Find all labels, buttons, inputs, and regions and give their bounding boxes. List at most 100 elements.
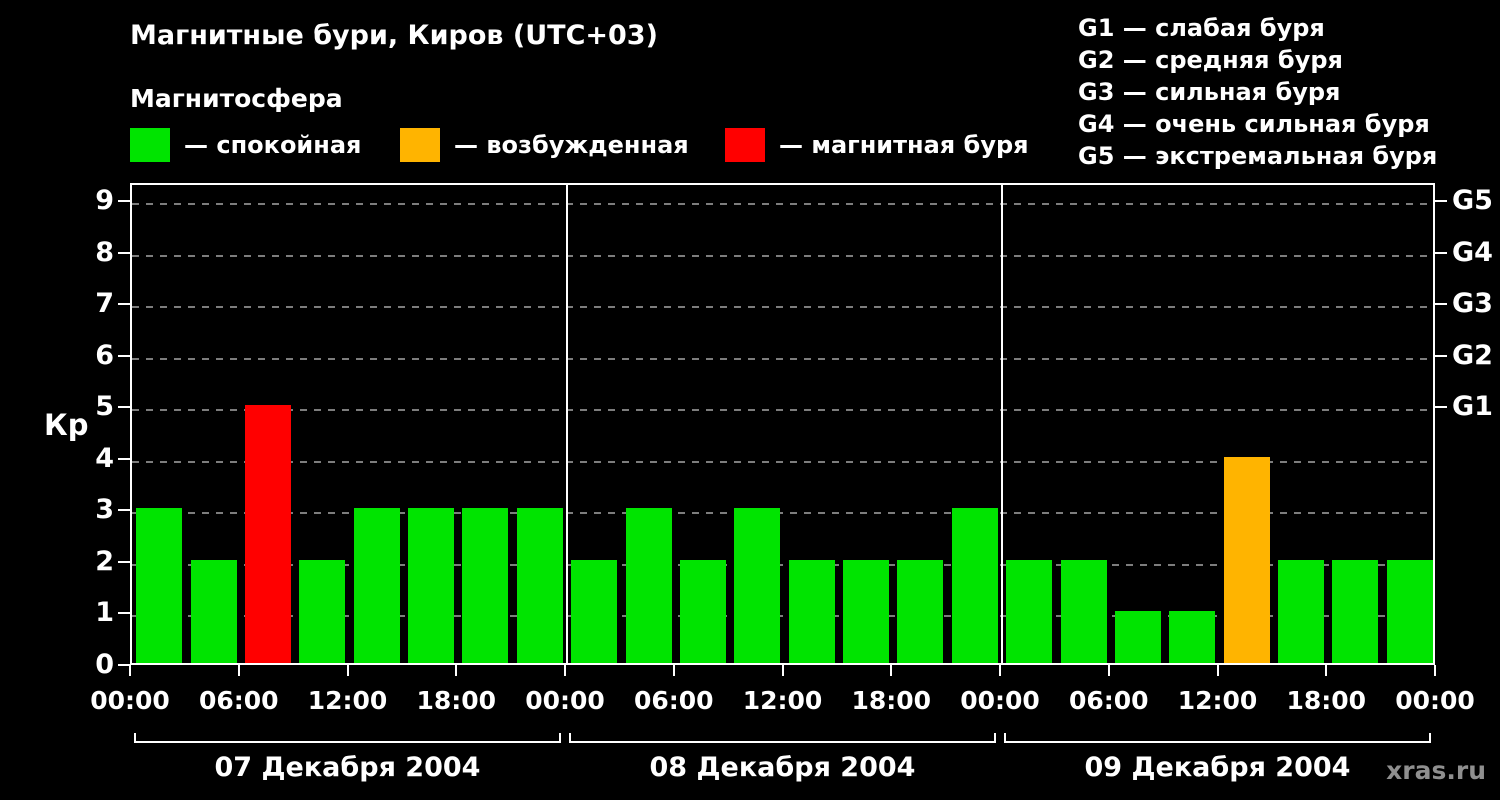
g-scale-label: G3 (1452, 288, 1493, 320)
gridline-kp-2 (132, 563, 1433, 566)
storm-scale-g5: G5 — экстремальная буря (1078, 142, 1438, 170)
kp-bar (571, 559, 618, 663)
day-bracket-cap (994, 733, 996, 743)
x-tick-label: 12:00 (1177, 686, 1258, 715)
g-axis-tick (1435, 251, 1447, 254)
x-tick-label: 06:00 (1068, 686, 1149, 715)
x-axis-tick (564, 665, 566, 676)
storm-scale-g2: G2 — средняя буря (1078, 46, 1343, 74)
kp-bar (353, 508, 400, 663)
legend-item-quiet: — спокойная (130, 128, 361, 162)
kp-bar (516, 508, 563, 663)
gridline-kp-4 (132, 460, 1433, 463)
gridline-kp-1 (132, 615, 1433, 618)
day-separator (566, 185, 568, 663)
x-axis-tick (455, 665, 458, 676)
g-axis-tick (1435, 303, 1447, 306)
kp-bar (788, 559, 835, 663)
kp-bar (734, 508, 781, 663)
y-axis-tick (118, 354, 130, 357)
y-tick-label: 9 (95, 185, 114, 217)
watermark: xras.ru (1386, 756, 1486, 785)
y-axis-tick (118, 509, 130, 512)
kp-bar (136, 508, 183, 663)
g-scale-label: G4 (1452, 236, 1493, 268)
x-axis-tick (781, 665, 784, 676)
gridline-kp-9 (132, 203, 1433, 206)
x-tick-label: 18:00 (851, 686, 932, 715)
y-axis-tick (118, 612, 130, 615)
kp-bar (244, 405, 291, 663)
day-label: 07 Декабря 2004 (214, 752, 481, 783)
x-axis-tick (1107, 665, 1110, 676)
x-tick-label: 12:00 (307, 686, 388, 715)
x-tick-label: 18:00 (1286, 686, 1367, 715)
kp-bar (1332, 559, 1379, 663)
kp-bar (1060, 559, 1107, 663)
kp-bar (625, 508, 672, 663)
day-bracket (1004, 741, 1431, 743)
y-axis-tick (118, 406, 130, 409)
g-scale-label: G5 (1452, 185, 1493, 217)
kp-bar (1169, 611, 1216, 663)
x-tick-label: 06:00 (198, 686, 279, 715)
y-axis-tick (118, 664, 130, 666)
storm-scale-g3: G3 — сильная буря (1078, 78, 1341, 106)
x-axis-tick (237, 665, 240, 676)
y-tick-label: 6 (95, 339, 114, 371)
legend-item-active: — возбужденная (400, 128, 689, 162)
day-bracket-cap (559, 733, 561, 743)
storm-scale-g4: G4 — очень сильная буря (1078, 110, 1430, 138)
x-tick-label: 00:00 (1395, 686, 1475, 715)
day-label: 09 Декабря 2004 (1084, 752, 1351, 783)
gridline-kp-7 (132, 306, 1433, 309)
day-bracket (134, 741, 561, 743)
chart-title: Магнитные бури, Киров (UTC+03) (130, 20, 658, 51)
x-axis-tick (129, 665, 131, 676)
g-scale-label: G1 (1452, 391, 1493, 423)
g-axis-tick (1435, 406, 1447, 409)
x-tick-label: 06:00 (633, 686, 714, 715)
y-axis-tick (118, 560, 130, 563)
x-axis-tick (1325, 665, 1328, 676)
x-tick-label: 00:00 (960, 686, 1040, 715)
kp-bar (408, 508, 455, 663)
kp-bar (1223, 456, 1270, 663)
kp-bar (1006, 559, 1053, 663)
y-axis-tick (118, 457, 130, 460)
y-tick-label: 3 (95, 494, 114, 526)
y-axis-tick (118, 251, 130, 254)
kp-bar (299, 559, 346, 663)
x-tick-label: 18:00 (416, 686, 497, 715)
legend-label-storm: — магнитная буря (779, 131, 1029, 159)
x-tick-label: 00:00 (90, 686, 170, 715)
kp-bar (462, 508, 509, 663)
gridline-kp-8 (132, 254, 1433, 257)
plot-area (130, 183, 1435, 665)
g-scale-label: G2 (1452, 339, 1493, 371)
y-tick-label: 8 (95, 236, 114, 268)
legend-label-active: — возбужденная (454, 131, 689, 159)
kp-axis-label: Кр (44, 408, 89, 442)
kp-bar (1278, 559, 1325, 663)
kp-bar (951, 508, 998, 663)
gridline-kp-6 (132, 357, 1433, 360)
x-tick-label: 00:00 (525, 686, 605, 715)
y-axis-tick (118, 303, 130, 306)
kp-bar (190, 559, 237, 663)
x-axis-tick (999, 665, 1001, 676)
y-tick-label: 2 (95, 545, 114, 577)
x-axis-tick (672, 665, 675, 676)
chart-subtitle: Магнитосфера (130, 84, 343, 113)
x-axis-tick (890, 665, 893, 676)
day-separator (1001, 185, 1003, 663)
gridline-kp-3 (132, 512, 1433, 515)
storm-scale-g1: G1 — слабая буря (1078, 14, 1325, 42)
day-bracket-cap (1429, 733, 1431, 743)
kp-bar (897, 559, 944, 663)
day-bracket-cap (134, 733, 136, 743)
day-bracket-cap (1004, 733, 1006, 743)
y-axis-tick (118, 200, 130, 203)
y-tick-label: 0 (95, 649, 114, 680)
